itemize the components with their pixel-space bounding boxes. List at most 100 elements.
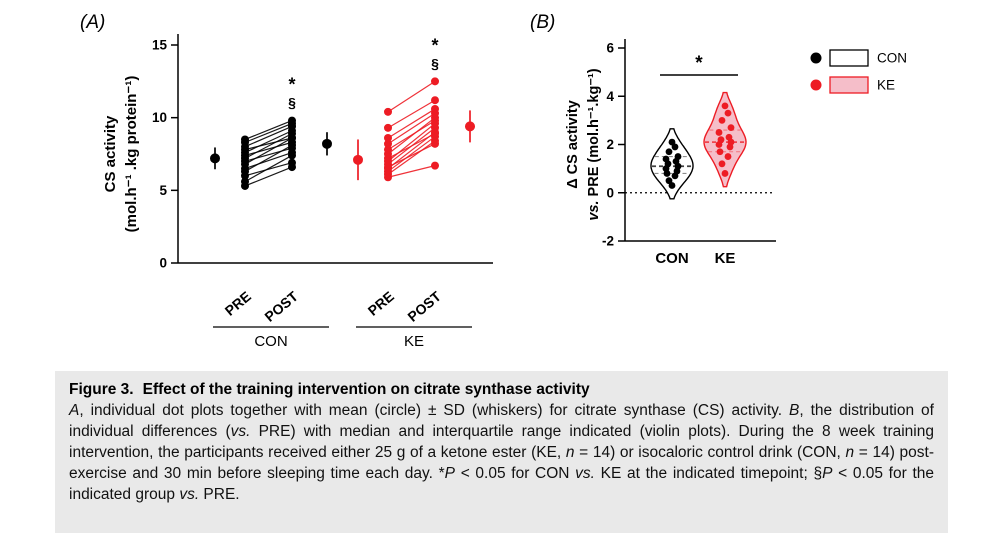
mean-point <box>210 153 220 164</box>
panel-a-label: (A) <box>80 12 106 33</box>
violin-point <box>715 129 723 136</box>
pre-point <box>384 134 392 143</box>
pair-line <box>244 166 293 187</box>
caption-italic-segment: P <box>822 465 833 482</box>
caption-italic-segment: P <box>444 465 456 482</box>
pair-line <box>244 154 293 183</box>
caption-italic-segment: n <box>845 444 855 461</box>
y-tick-label: 2 <box>606 137 614 152</box>
pair-line <box>387 123 436 162</box>
violin-point <box>724 109 732 117</box>
pre-point <box>384 139 392 148</box>
pair-line <box>387 80 436 113</box>
y-tick-label: 10 <box>152 110 167 125</box>
y-tick-label: -2 <box>602 234 614 249</box>
y-axis-title-line1: Δ CS activity <box>565 100 581 189</box>
y-axis-title-line2: (mol.h⁻¹ .kg protein⁻¹) <box>123 76 140 233</box>
x-tick-label: KE <box>715 250 736 267</box>
legend-label-con: CON <box>877 51 907 66</box>
legend-label-ke: KE <box>877 78 895 93</box>
pair-line <box>244 122 293 143</box>
violin-point <box>725 133 733 141</box>
caption-figure-label: Figure 3. <box>69 381 134 398</box>
sig-star: * <box>431 35 438 55</box>
legend-marker-con <box>810 52 822 64</box>
x-tick-label: PRE <box>222 288 254 319</box>
post-point <box>431 96 439 105</box>
caption-segment: , individual dot plots together with mea… <box>79 402 790 419</box>
mean-point <box>465 121 475 132</box>
caption-italic-segment: vs. <box>179 486 200 503</box>
post-point <box>431 161 439 170</box>
caption-body: A, individual dot plots together with me… <box>69 400 934 505</box>
pair-line <box>387 133 436 159</box>
x-tick-label: POST <box>404 288 444 325</box>
caption-italic-segment: n <box>565 444 575 461</box>
pair-line <box>387 112 436 145</box>
y-tick-label: 0 <box>606 185 614 200</box>
violin-point <box>674 153 682 160</box>
pair-line <box>244 125 293 148</box>
violin-point <box>727 124 735 132</box>
y-tick-label: 6 <box>606 41 614 56</box>
pre-point <box>384 145 392 154</box>
violin-point <box>716 148 724 156</box>
post-point <box>288 134 296 143</box>
group-label: CON <box>254 333 287 350</box>
sig-star: * <box>288 75 295 95</box>
post-point <box>431 104 439 113</box>
caption-segment: PRE) with median and interquartile range… <box>69 423 934 461</box>
pre-point <box>384 107 392 116</box>
caption-italic-segment: vs. <box>575 465 595 482</box>
violin-point <box>721 170 729 177</box>
violin-point <box>718 160 726 168</box>
caption-title-text: Effect of the training intervention on c… <box>142 381 590 398</box>
pre-point <box>241 135 249 144</box>
panel-a-chart: 0 5 10 15 CS activity (mol.h⁻¹ .kg protein⁻¹)… <box>102 34 493 350</box>
mean-point <box>322 138 332 149</box>
post-point <box>431 139 439 148</box>
panel-b-label: (B) <box>530 12 556 33</box>
violin-point <box>721 102 729 110</box>
y-tick-label: 15 <box>152 38 168 53</box>
pair-line <box>244 141 293 157</box>
post-point <box>431 116 439 125</box>
sig-section-mark: § <box>288 95 296 111</box>
violin-point <box>717 136 725 144</box>
caption-segment: = 14) post-exercise and 30 min before sl… <box>69 444 934 482</box>
caption-segment: KE at the indicated timepoint; § <box>594 465 823 482</box>
pair-line <box>387 117 436 155</box>
violin-point <box>724 153 732 160</box>
pair-line <box>244 162 293 177</box>
caption-segment: < 0.05 for CON <box>455 465 576 482</box>
y-tick-label: 5 <box>159 183 167 198</box>
violin-point <box>662 155 670 163</box>
legend-swatch-ke <box>829 76 869 94</box>
pre-point <box>384 123 392 132</box>
pair-line <box>387 140 436 175</box>
violin-con <box>650 128 694 200</box>
y-tick-label: 4 <box>606 89 614 104</box>
panel-b-chart: -2 0 2 4 6 Δ CS activity vs. PRE (mol.h⁻¹.kg⁻¹… <box>565 39 907 267</box>
pair-line <box>244 120 293 141</box>
pair-line <box>387 165 436 178</box>
pair-line <box>387 143 436 168</box>
caption-segment: , the distribution of individual differe… <box>69 402 934 440</box>
legend-marker-ke <box>810 79 822 91</box>
legend-swatch-con <box>829 49 869 67</box>
violin-point <box>668 138 676 146</box>
y-tick-label: 0 <box>159 256 167 271</box>
pair-line <box>244 130 293 154</box>
caption-segment: = 14) or isocaloric control drink (CON, <box>574 444 846 461</box>
violin-point <box>665 177 673 185</box>
x-tick-label: PRE <box>365 288 397 319</box>
pair-line <box>244 137 293 151</box>
x-tick-label: CON <box>655 250 688 267</box>
pair-line <box>244 133 293 159</box>
pre-point <box>241 177 249 186</box>
caption-segment: < 0.05 for the indicated group <box>69 465 934 503</box>
post-point <box>431 129 439 138</box>
post-point <box>288 116 296 125</box>
y-axis-title-line1: CS activity <box>102 115 119 192</box>
pair-line <box>244 144 293 172</box>
